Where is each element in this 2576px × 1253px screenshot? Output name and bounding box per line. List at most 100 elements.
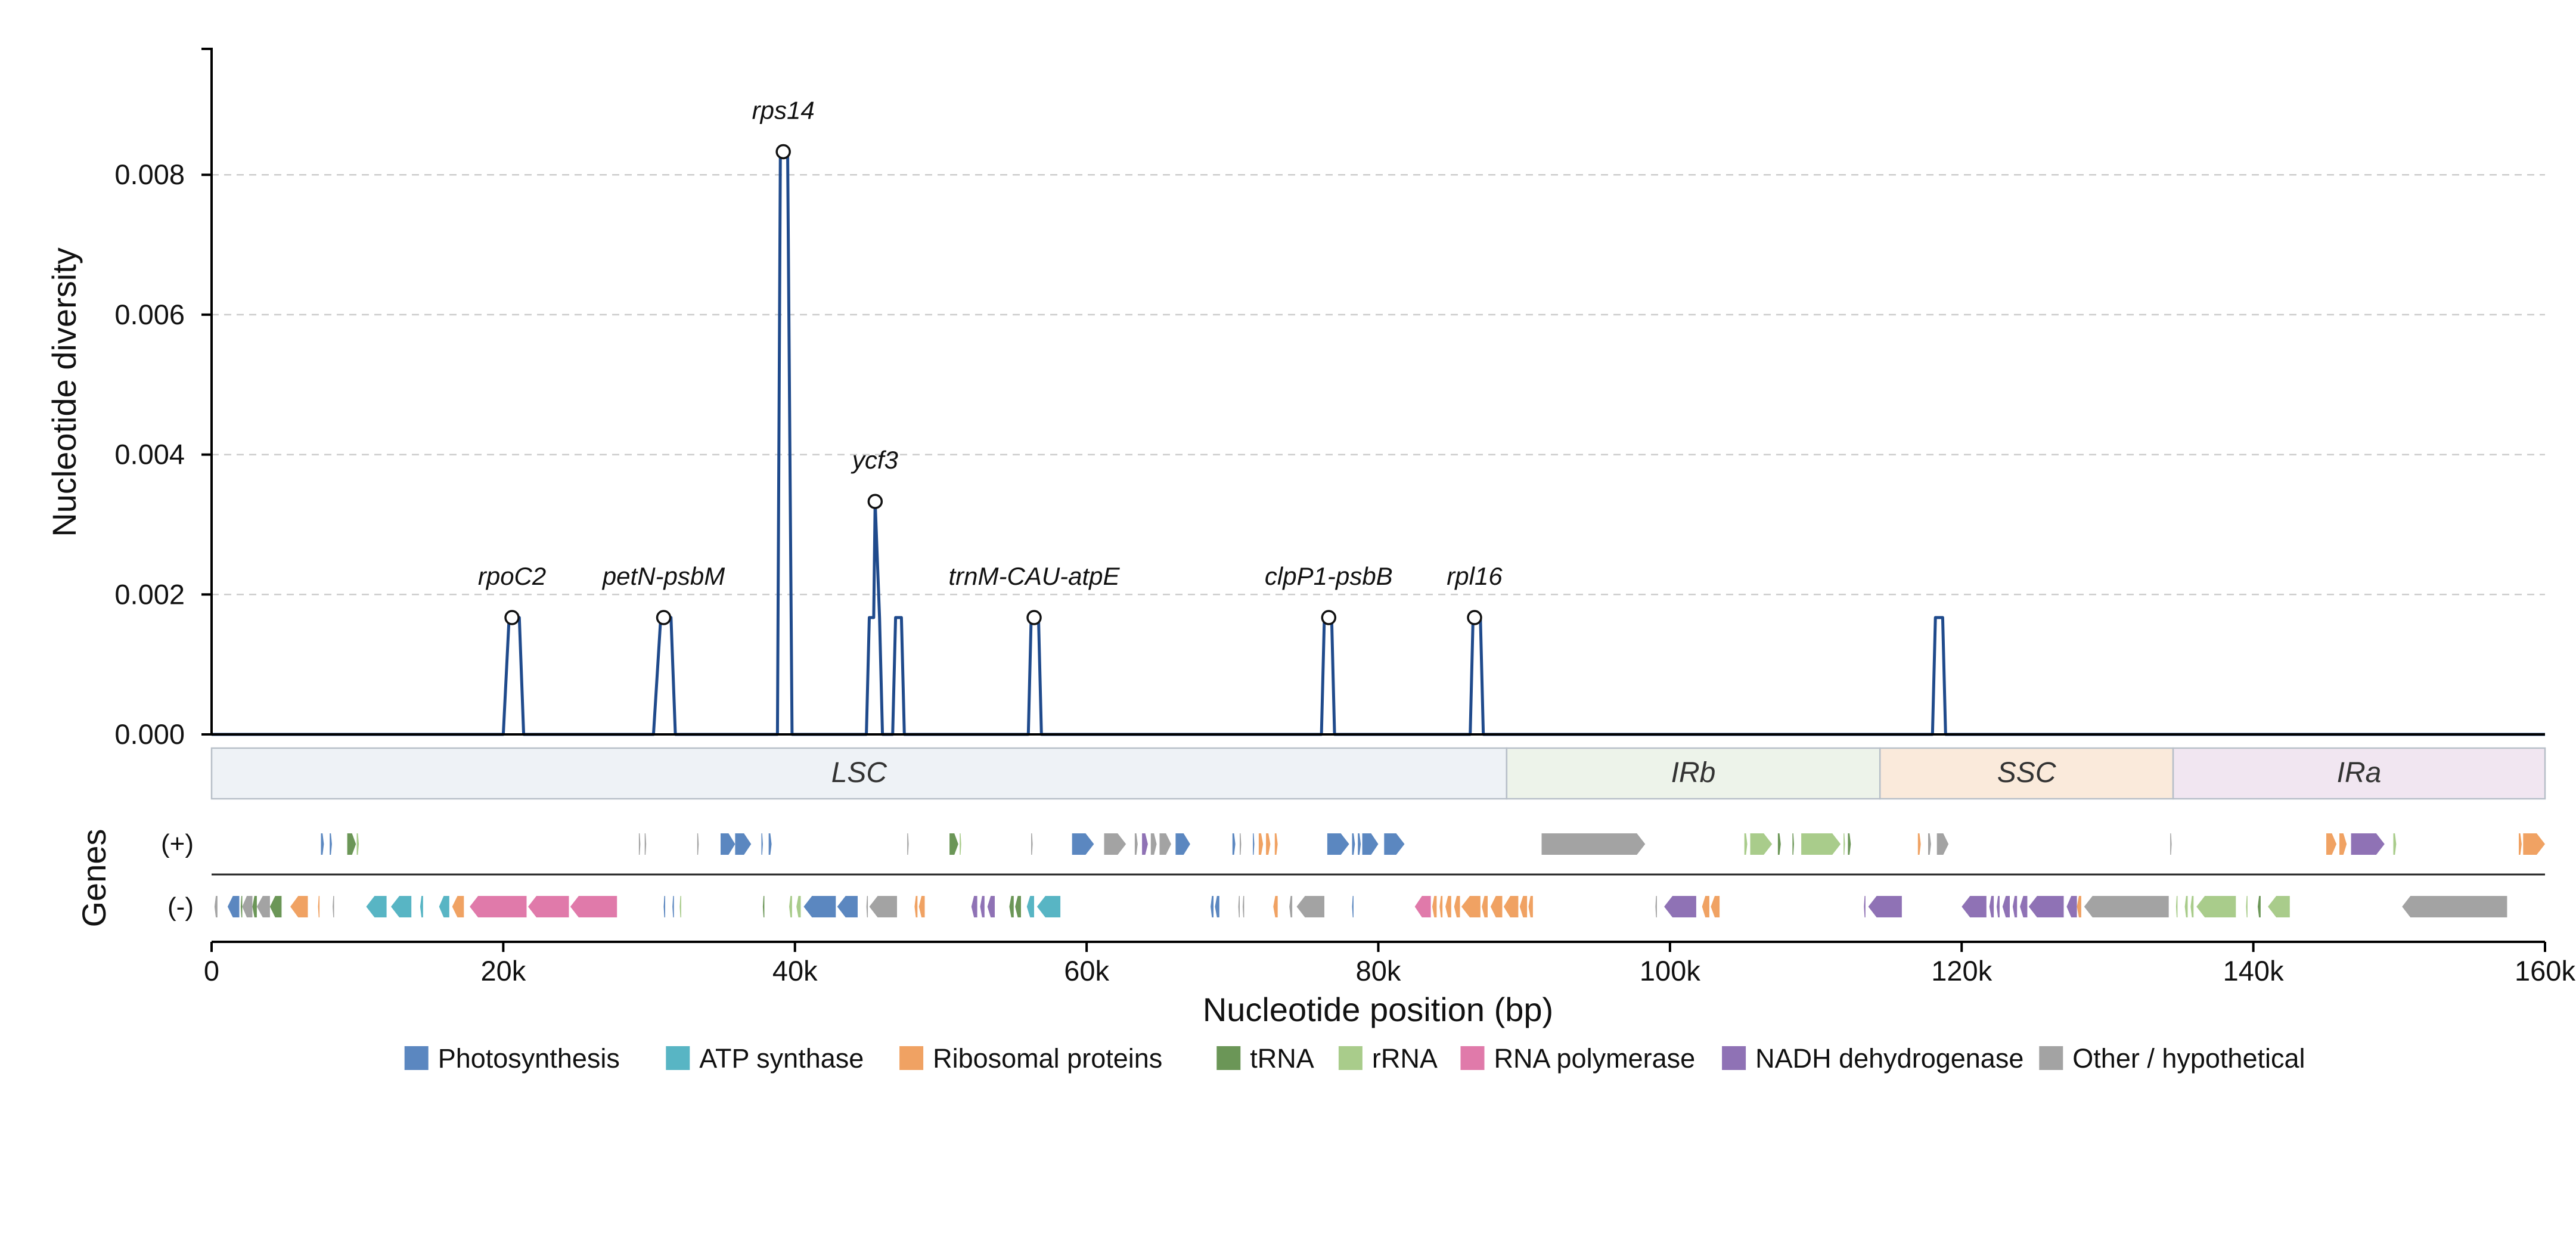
gene-block [1917, 833, 1921, 855]
legend-label: Other / hypothetical [2072, 1043, 2305, 1074]
gene-block [1490, 896, 1503, 917]
gene-block [2339, 833, 2347, 855]
gene-block [1142, 833, 1148, 855]
gene-block [638, 833, 641, 855]
peak-marker [656, 610, 672, 625]
legend-swatch [1338, 1046, 1363, 1070]
gene-block [330, 833, 332, 855]
gene-block [1989, 896, 1994, 917]
x-axis-ticks: 0 20k 40k 60k 80k 100k 120k 140k 160k [204, 942, 2575, 987]
peak-label: petN-psbM [601, 562, 725, 590]
peak-label: rpoC2 [478, 562, 546, 590]
gene-block [439, 896, 449, 917]
legend-label: tRNA [1250, 1043, 1314, 1074]
gene-block [789, 896, 792, 917]
y-tick-label: 0.000 [114, 718, 185, 750]
gene-block [1215, 896, 1219, 917]
x-tick-label: 80k [1356, 955, 1401, 987]
legend-swatch [666, 1046, 690, 1070]
gene-block [1134, 833, 1138, 855]
legend-label: Ribosomal proteins [933, 1043, 1162, 1074]
gene-block [987, 896, 995, 917]
gene-block [1541, 833, 1646, 855]
gene-block [1240, 833, 1242, 855]
gene-block [2012, 896, 2018, 917]
legend-label: ATP synthase [699, 1043, 864, 1074]
region-box [2172, 747, 2546, 800]
x-tick-label: 120k [1931, 955, 1992, 987]
gene-block [644, 833, 647, 855]
gene-block [1104, 833, 1126, 855]
gene-block [1036, 896, 1061, 917]
gene-block [1009, 896, 1014, 917]
gene-block [1358, 833, 1361, 855]
x-tick-label: 40k [772, 955, 818, 987]
gene-block [1936, 833, 1949, 855]
gene-block [2084, 896, 2169, 917]
gene-block [214, 896, 218, 917]
gene-block [1015, 896, 1021, 917]
region-box [1506, 747, 1881, 800]
gene-block [762, 896, 765, 917]
gene-block [1711, 896, 1720, 917]
x-tick-label: 20k [480, 955, 526, 987]
legend-swatch [1216, 1046, 1241, 1070]
gene-block [528, 896, 569, 917]
gene-block [2523, 833, 2545, 855]
gene-block [1175, 833, 1190, 855]
y-tick-label: 0.004 [114, 439, 185, 470]
gene-block [1843, 833, 1845, 855]
legend-swatch [899, 1046, 924, 1070]
gene-block [2196, 896, 2236, 917]
gene-block [318, 896, 320, 917]
gene-block [2170, 833, 2172, 855]
y-axis-line [201, 48, 2545, 736]
peak-label: ycf3 [851, 446, 898, 474]
gene-block [735, 833, 752, 855]
peak-marker [1467, 610, 1482, 625]
gene-block [1792, 833, 1794, 855]
x-tick-label: 140k [2223, 955, 2284, 987]
gene-block [290, 896, 308, 917]
gene-block [869, 896, 897, 917]
gene-block [1238, 896, 1240, 917]
peak-marker [867, 494, 883, 509]
region-label: IRb [1671, 757, 1716, 789]
peak-marker [775, 144, 791, 160]
gene-block [1258, 833, 1264, 855]
gene-block [240, 896, 243, 917]
gene-block [227, 896, 240, 917]
gene-block [269, 896, 282, 917]
gene-block [391, 896, 412, 917]
gene-block [2519, 833, 2522, 855]
y-axis-title: Nucleotide diversity [45, 247, 83, 537]
gene-block [1232, 833, 1236, 855]
gene-block [1352, 896, 1354, 917]
gene-block [1777, 833, 1781, 855]
legend-label: rRNA [1372, 1043, 1438, 1074]
gene-block [1503, 896, 1519, 917]
gene-block [672, 896, 674, 917]
gene-block [1519, 896, 1528, 917]
gene-block [252, 896, 257, 917]
legend-swatch [1460, 1046, 1485, 1070]
gene-block [356, 833, 359, 855]
gene-block [971, 896, 977, 917]
gene-block [2066, 896, 2077, 917]
x-tick-label: 160k [2515, 955, 2575, 987]
gene-block [347, 833, 356, 855]
legend-label: NADH dehydrogenase [1755, 1043, 2023, 1074]
gene-block [1445, 896, 1451, 917]
gene-block [1362, 833, 1379, 855]
gene-block [803, 896, 836, 917]
genes-axis-title: Genes [75, 829, 113, 928]
gene-block [2077, 896, 2081, 917]
minus-strand-label: (-) [167, 892, 194, 922]
gene-block [1928, 833, 1931, 855]
gene-block [321, 833, 324, 855]
gene-block [1655, 896, 1657, 917]
gene-block [420, 896, 423, 917]
peak-label: clpP1-psbB [1265, 562, 1393, 590]
gene-block [918, 896, 925, 917]
